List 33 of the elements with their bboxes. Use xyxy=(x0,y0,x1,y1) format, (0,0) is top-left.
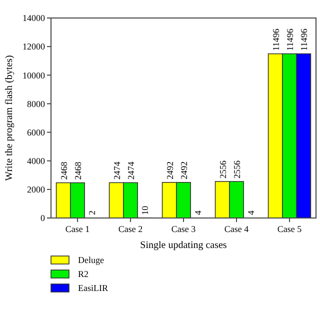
y-tick-label: 6000 xyxy=(27,127,46,138)
y-tick-label: 12000 xyxy=(22,42,46,52)
y-tick-label: 4000 xyxy=(27,156,46,166)
data-label: 11496 xyxy=(270,28,281,51)
data-label: 2468 xyxy=(73,161,83,180)
y-tick-label: 2000 xyxy=(27,184,46,195)
data-label: 2492 xyxy=(179,161,189,180)
x-tick-label: Case 4 xyxy=(224,224,250,234)
x-tick-label: Case 2 xyxy=(118,224,143,234)
y-axis-title: Write the program flash (bytes) xyxy=(4,55,15,181)
data-label: 2492 xyxy=(164,161,175,180)
legend-label: R2 xyxy=(78,269,89,280)
data-label: 4 xyxy=(193,210,204,215)
legend-label: Deluge xyxy=(78,255,104,266)
y-tick-label: 8000 xyxy=(27,98,46,109)
data-label: 2 xyxy=(87,210,98,215)
y-tick-label: 0 xyxy=(40,213,46,224)
x-tick-label: Case 1 xyxy=(65,224,90,234)
x-tick-label: Case 5 xyxy=(277,224,302,234)
y-tick-label: 10000 xyxy=(22,70,46,80)
x-tick-label: Case 3 xyxy=(171,224,196,234)
legend-label: EasiLIR xyxy=(78,283,108,294)
data-label: 2474 xyxy=(126,161,136,180)
data-label: 2474 xyxy=(112,161,122,180)
data-label: 4 xyxy=(246,210,256,215)
data-label: 11496 xyxy=(299,28,310,51)
data-label: 2468 xyxy=(58,161,69,180)
x-axis-title: Single updating cases xyxy=(140,240,227,251)
data-label: 11496 xyxy=(285,28,295,51)
data-label: 2556 xyxy=(218,160,228,178)
data-label: 2556 xyxy=(232,160,242,178)
y-tick-label: 14000 xyxy=(22,13,46,24)
data-label: 10 xyxy=(140,205,150,215)
